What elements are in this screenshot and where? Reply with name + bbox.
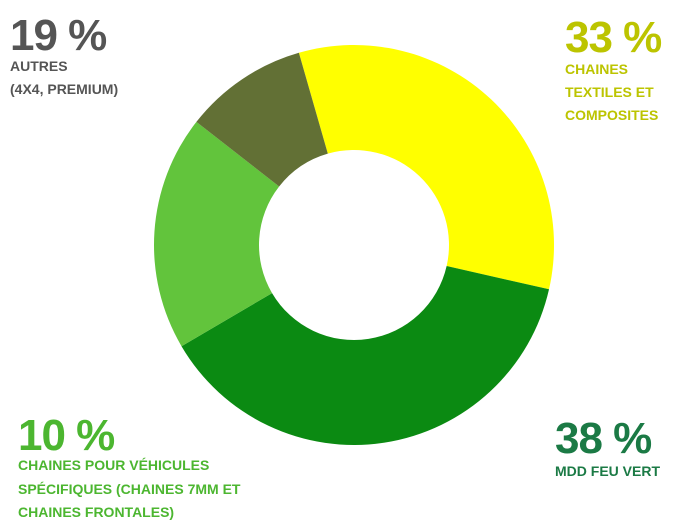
slice-description: TEXTILES ET bbox=[565, 84, 654, 100]
value-label: 19 % bbox=[10, 11, 106, 60]
slice-description: (4X4, PREMIUM) bbox=[10, 81, 118, 97]
value-label: 10 % bbox=[18, 411, 114, 460]
donut-slice bbox=[181, 266, 550, 445]
donut-slice bbox=[154, 121, 280, 347]
slice-description: AUTRES bbox=[10, 58, 68, 74]
donut-slice bbox=[196, 52, 328, 187]
value-label: 38 % bbox=[555, 414, 651, 463]
slice-description: CHAINES FRONTALES) bbox=[18, 504, 174, 520]
slice-description: CHAINES bbox=[565, 61, 628, 77]
slice-description: COMPOSITES bbox=[565, 107, 658, 123]
donut-slice bbox=[298, 45, 554, 290]
slice-description: MDD FEU VERT bbox=[555, 463, 660, 479]
slice-description: SPÉCIFIQUES (CHAINES 7MM ET bbox=[18, 481, 241, 497]
slice-description: CHAINES POUR VÉHICULES bbox=[18, 457, 209, 473]
value-label: 33 % bbox=[565, 13, 661, 62]
